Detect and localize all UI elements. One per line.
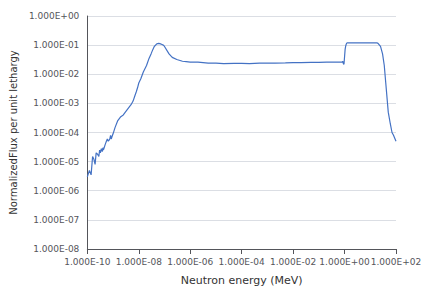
svg-text:1.000E-04: 1.000E-04 [219,257,265,267]
svg-text:1.000E-03: 1.000E-03 [33,98,79,108]
svg-text:1.000E-07: 1.000E-07 [33,215,79,225]
svg-text:1.000E-08: 1.000E-08 [116,257,162,267]
svg-text:1.000E-04: 1.000E-04 [33,128,79,138]
svg-text:1.000E-06: 1.000E-06 [167,257,213,267]
svg-text:1.000E-02: 1.000E-02 [33,69,79,79]
svg-text:NormalizedFlux per unit lethar: NormalizedFlux per unit lethargy [8,50,19,215]
svg-text:1.000E+00: 1.000E+00 [29,11,80,21]
svg-text:1.000E-01: 1.000E-01 [33,40,79,50]
svg-text:1.000E-05: 1.000E-05 [33,157,79,167]
svg-text:1.000E+02: 1.000E+02 [371,257,421,267]
svg-text:1.000E-10: 1.000E-10 [64,257,110,267]
svg-text:1.000E-08: 1.000E-08 [33,244,79,254]
svg-text:1.000E+00: 1.000E+00 [319,257,370,267]
svg-text:1.000E-02: 1.000E-02 [270,257,316,267]
svg-text:1.000E-06: 1.000E-06 [33,186,79,196]
svg-text:Neutron energy (MeV): Neutron energy (MeV) [181,274,303,287]
